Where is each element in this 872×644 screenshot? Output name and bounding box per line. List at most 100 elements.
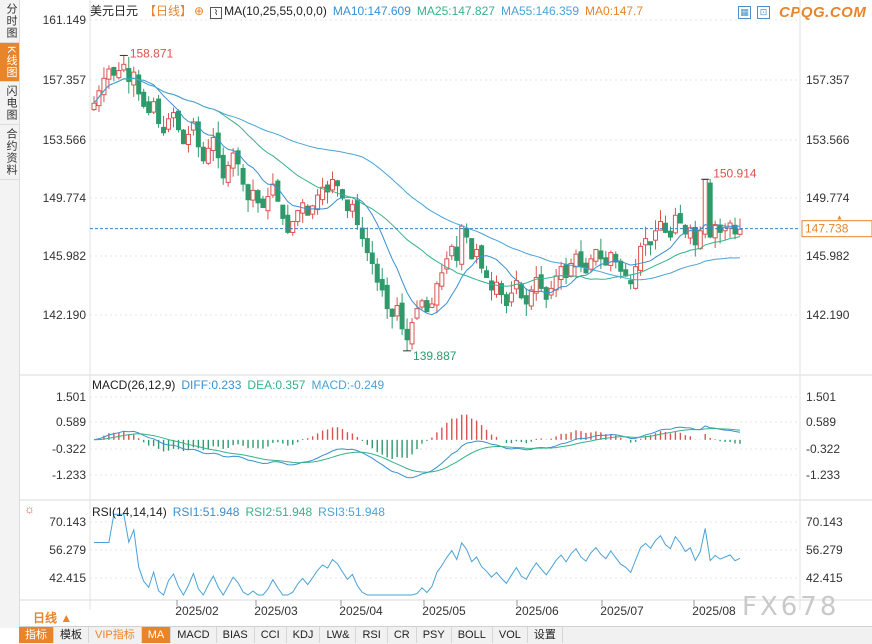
candle-body: [653, 230, 659, 241]
candle-body: [568, 262, 574, 277]
expand-icon[interactable]: ⊡: [757, 6, 770, 19]
grid-icon[interactable]: ▦: [738, 6, 751, 19]
candle-body: [677, 213, 683, 224]
candle-body: [593, 248, 599, 262]
toolbar-cci[interactable]: CCI: [255, 627, 287, 643]
candle-body: [285, 214, 291, 233]
macd-tick-label: -0.322: [52, 442, 86, 456]
ma10-line: [93, 77, 741, 316]
candle-body: [578, 251, 584, 268]
toolbar-kdj[interactable]: KDJ: [287, 627, 321, 643]
toolbar-bias[interactable]: BIAS: [217, 627, 255, 643]
chart-header: 美元日元 【日线】 ⊕ ⌇ MA(10,25,55,0,0,0) MA10:147.609…: [90, 2, 649, 19]
period-tag[interactable]: 【日线】: [144, 4, 193, 18]
ma55-value: MA55:146.359: [500, 4, 580, 18]
candle-body: [394, 305, 400, 317]
candle-body: [275, 180, 281, 202]
toolbar-lw[interactable]: LW&: [320, 627, 357, 643]
candle-body: [166, 118, 172, 130]
candle-body: [474, 248, 480, 258]
price-tick-label-right: 157.357: [806, 73, 850, 87]
candle-body: [320, 186, 326, 201]
tab-flash-chart[interactable]: 闪电图: [0, 82, 19, 126]
toolbar-macd[interactable]: MACD: [171, 627, 217, 643]
candle-body: [180, 129, 186, 145]
period-selector[interactable]: 日线 ▲: [19, 610, 89, 626]
candle-body: [533, 277, 539, 294]
toolbar-boll[interactable]: BOLL: [452, 627, 493, 643]
candle-body: [662, 222, 668, 233]
macd-diff-value: DIFF:0.233: [181, 378, 242, 392]
toolbar-vip-indicators[interactable]: VIP指标: [89, 627, 142, 643]
candle-body: [414, 308, 420, 319]
candle-body: [280, 204, 286, 219]
tab-k-line-chart[interactable]: K线图: [0, 43, 19, 83]
candle-body: [613, 253, 619, 263]
candle-body: [230, 152, 236, 169]
candle-body: [399, 302, 405, 330]
macd-tick-label-right: 0.589: [806, 415, 836, 429]
rsi-header: RSI(14,14,14) RSI1:51.948 RSI2:51.948 RSI3:…: [92, 505, 391, 519]
candle-body: [151, 101, 157, 113]
candle-body: [91, 102, 97, 111]
candle-body: [146, 101, 152, 114]
candle-body: [344, 199, 350, 212]
candle-body: [449, 245, 455, 257]
rsi-line: [94, 513, 741, 597]
candle-body: [648, 241, 654, 246]
ma10-value: MA10:147.609: [332, 4, 411, 18]
toolbar-settings[interactable]: 设置: [528, 627, 563, 643]
add-icon[interactable]: ⊕: [194, 4, 205, 18]
candle-body: [667, 230, 673, 238]
toolbar-template[interactable]: 模板: [54, 627, 89, 643]
site-logo: CPQG.COM: [779, 4, 867, 21]
candle-body: [349, 203, 355, 212]
last-price-label: 147.738: [805, 222, 849, 236]
toolbar-cr[interactable]: CR: [388, 627, 417, 643]
candle-body: [454, 246, 460, 261]
candle-body: [588, 258, 594, 270]
candle-body: [136, 74, 142, 95]
ma-indicator-name: MA(10,25,55,0,0,0): [224, 4, 327, 18]
toolbar-ma[interactable]: MA: [141, 627, 172, 643]
settings-sun-icon[interactable]: ☼: [24, 502, 35, 516]
candle-body: [255, 190, 261, 204]
x-axis-month-label: 2025/06: [515, 604, 559, 618]
price-tick-label: 149.774: [43, 191, 87, 205]
toolbar-psy[interactable]: PSY: [417, 627, 452, 643]
candle-body: [603, 257, 609, 266]
candle-body: [330, 178, 336, 191]
candle-body: [101, 77, 107, 96]
candle-body: [369, 252, 375, 264]
indicator-chart-icon[interactable]: ⌇: [210, 7, 223, 19]
candle-body: [404, 328, 410, 341]
candle-body: [722, 227, 728, 232]
candle-body: [384, 284, 390, 310]
rsi-tick-label-right: 70.143: [806, 515, 843, 529]
candle-body: [419, 300, 425, 308]
candle-body: [727, 222, 733, 229]
candle-body: [633, 266, 639, 289]
candle-body: [638, 245, 644, 271]
recent-high-label: 150.914: [713, 166, 757, 180]
candle-body: [429, 303, 435, 308]
macd-header: MACD(26,12,9) DIFF:0.233 DEA:0.357 MACD:-0.…: [92, 378, 390, 392]
candle-body: [260, 198, 266, 208]
x-axis-month-label: 2025/03: [254, 604, 298, 618]
high-price-label: 158.871: [130, 46, 174, 60]
tab-intraday-chart[interactable]: 分时图: [0, 0, 19, 43]
candle-body: [245, 184, 251, 201]
window-controls: ▦ ⊡: [738, 2, 776, 20]
price-tick-label: 145.982: [43, 249, 87, 263]
toolbar-vol[interactable]: VOL: [493, 627, 528, 643]
candle-body: [732, 224, 738, 235]
candle-body: [195, 121, 201, 148]
toolbar-rsi[interactable]: RSI: [356, 627, 388, 643]
toolbar-indicators[interactable]: 指标: [19, 627, 54, 643]
candle-body: [126, 68, 132, 82]
candle-body: [434, 283, 440, 306]
macd-tick-label: 0.589: [56, 415, 86, 429]
candle-body: [354, 200, 360, 226]
tab-contract-info[interactable]: 合约资料: [0, 125, 19, 181]
